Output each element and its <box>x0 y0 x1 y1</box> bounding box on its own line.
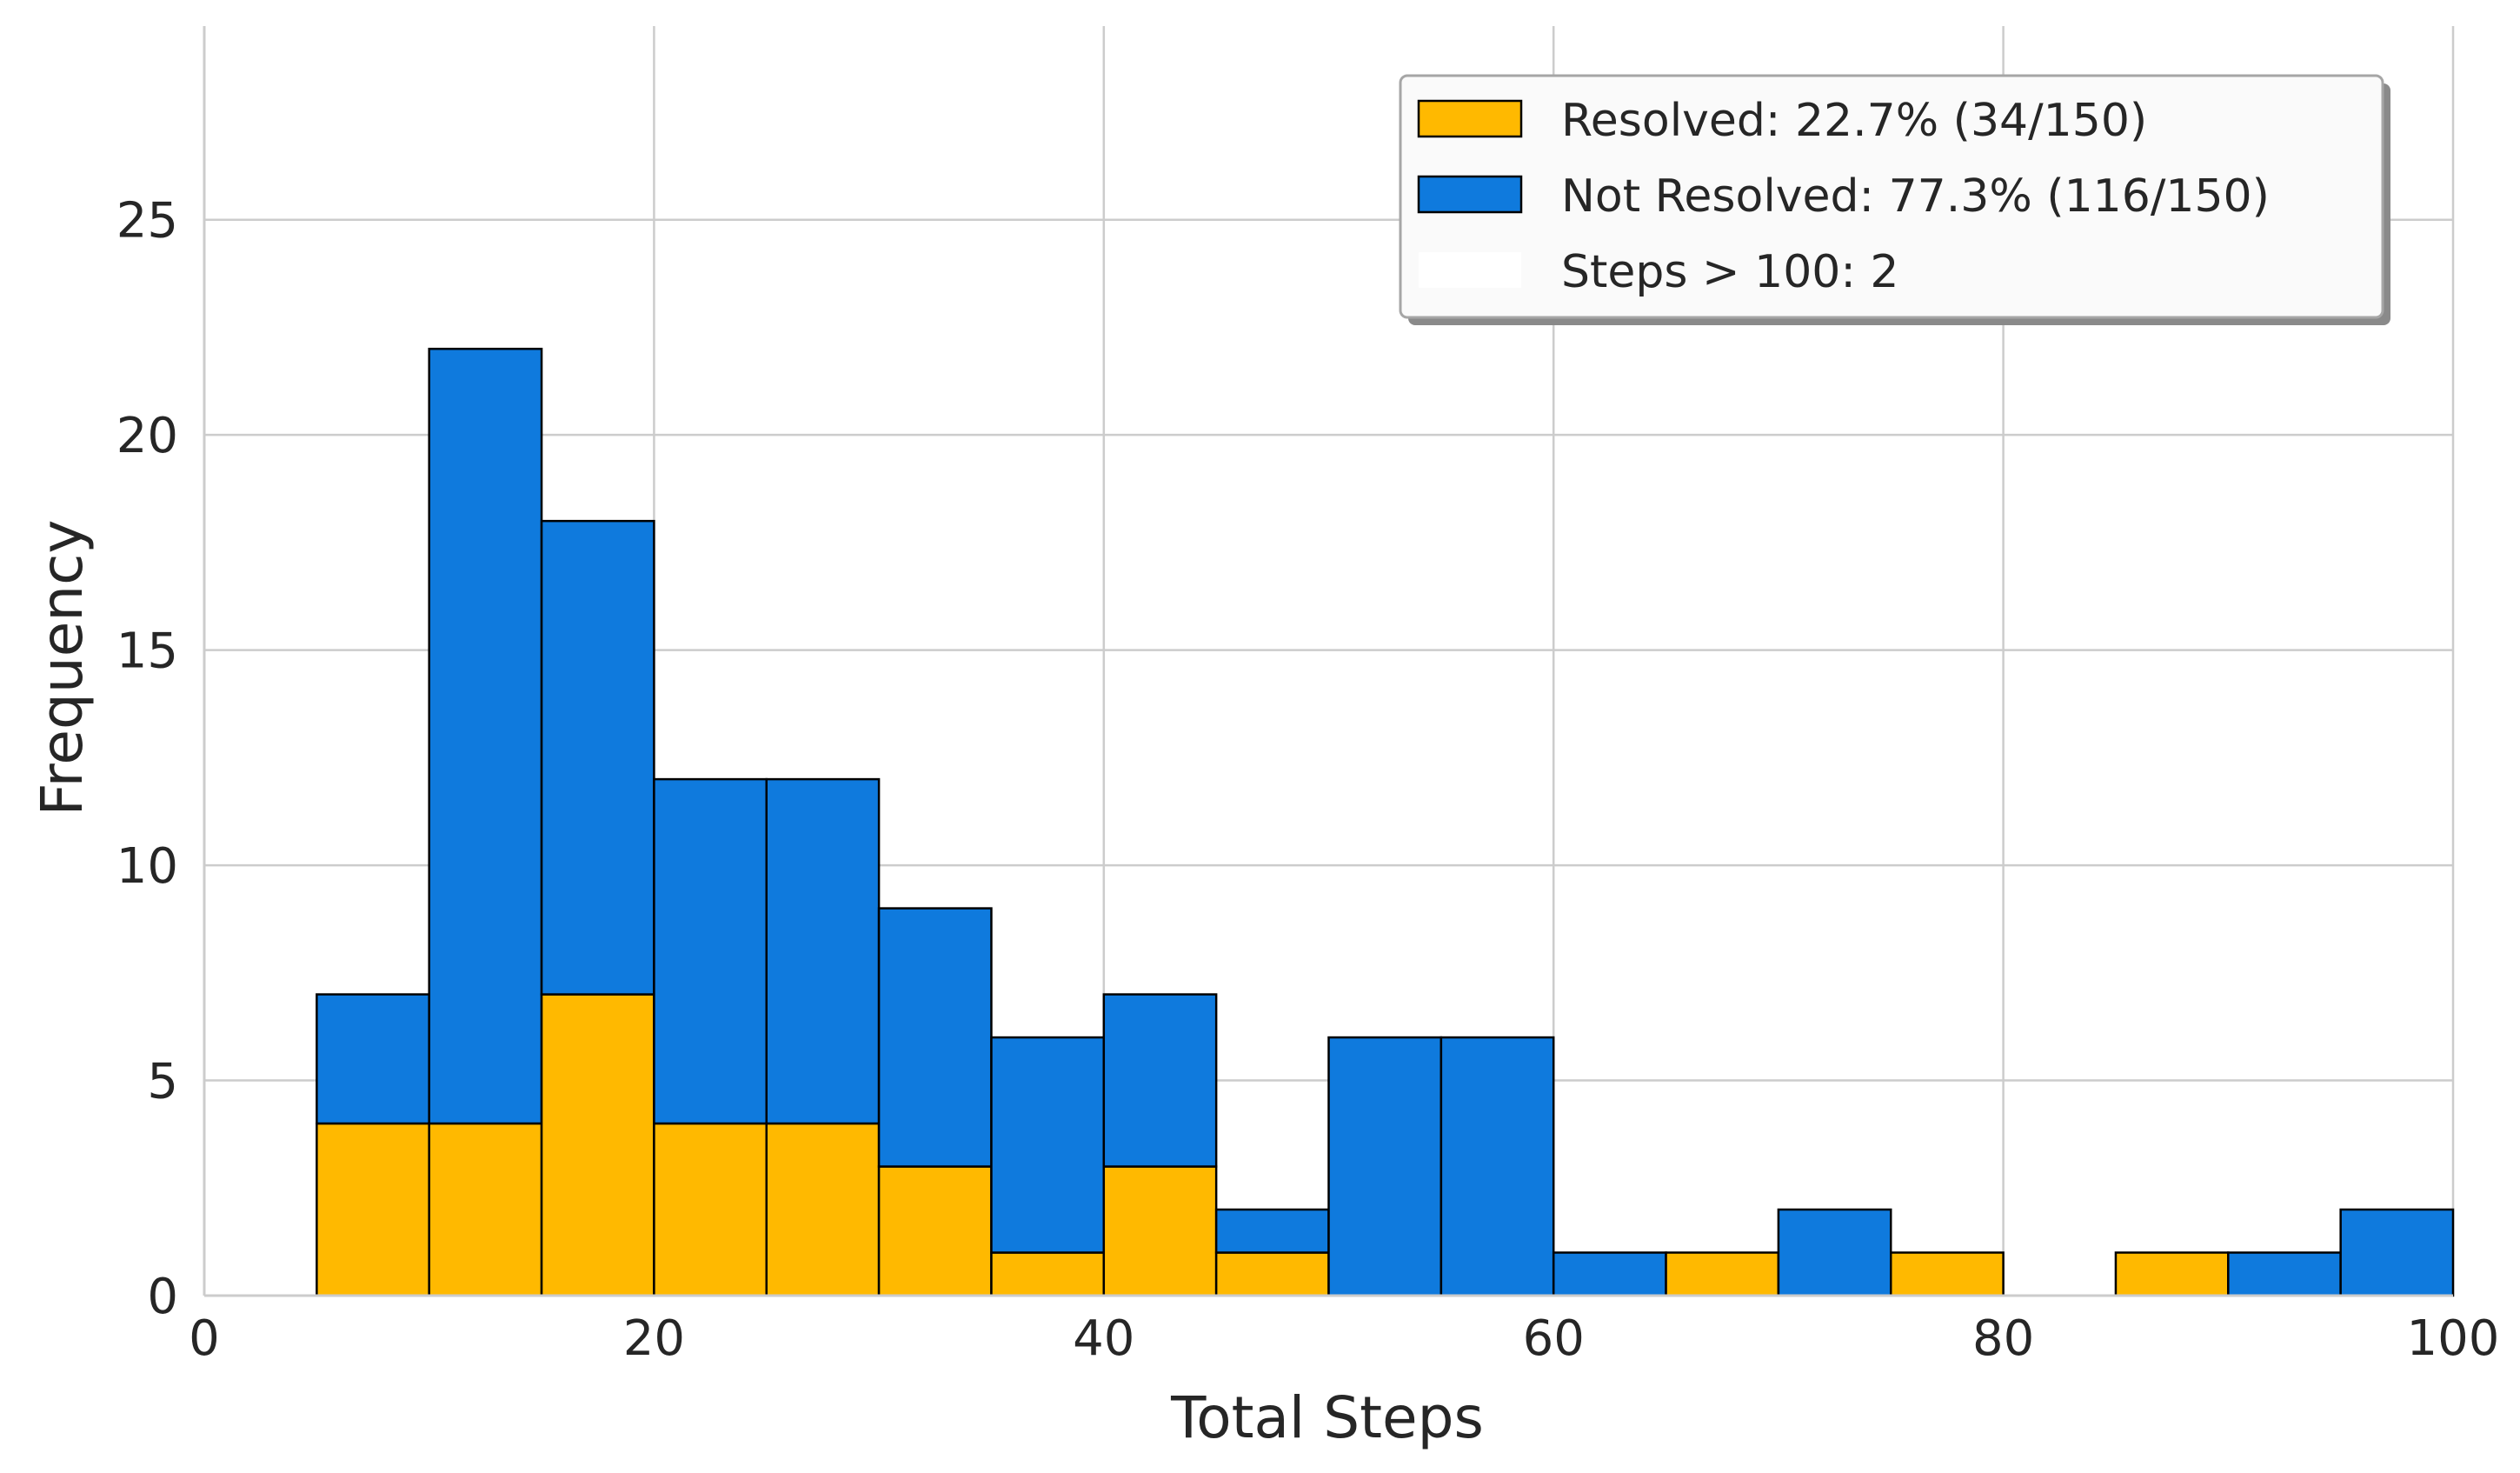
bar-not-resolved <box>1552 1251 1667 1297</box>
bar-not-resolved <box>1327 1036 1443 1297</box>
bar-not-resolved <box>1102 993 1218 1168</box>
legend-swatch-resolved <box>1417 99 1523 138</box>
x-axis-title: Total Steps <box>1170 1384 1484 1451</box>
bar-resolved <box>428 1122 543 1297</box>
bar-not-resolved <box>1440 1036 1555 1297</box>
bar-not-resolved <box>877 907 993 1168</box>
legend-swatch-not-resolved <box>1417 175 1523 214</box>
y-tick-label: 0 <box>147 1269 178 1325</box>
legend-label-not-resolved: Not Resolved: 77.3% (116/150) <box>1561 170 2270 223</box>
bar-resolved <box>765 1122 881 1297</box>
tick-labels: 0 20 40 60 80 100 0 5 10 15 20 25 <box>116 193 2500 1367</box>
bar-resolved <box>1214 1251 1330 1297</box>
x-tick-label: 60 <box>1523 1310 1585 1367</box>
legend-swatch-steps-over-100 <box>1419 252 1521 288</box>
x-tick-label: 100 <box>2407 1310 2500 1367</box>
bar-not-resolved <box>2339 1208 2455 1297</box>
bar-resolved <box>2114 1251 2230 1297</box>
legend-box <box>1399 74 2384 319</box>
bar-not-resolved <box>1777 1208 1892 1297</box>
y-axis-title: Frequency <box>29 520 96 816</box>
x-tick-label: 20 <box>623 1310 685 1367</box>
bar-resolved <box>1890 1251 2005 1297</box>
bar-not-resolved <box>540 519 655 996</box>
bar-resolved <box>990 1251 1106 1297</box>
bar-resolved <box>540 993 655 1297</box>
y-tick-label: 10 <box>116 838 178 895</box>
bar-resolved <box>1102 1165 1218 1297</box>
bar-resolved <box>316 1122 430 1297</box>
legend-label-resolved: Resolved: 22.7% (34/150) <box>1561 95 2147 147</box>
bar-not-resolved <box>653 777 768 1125</box>
bar-not-resolved <box>1214 1208 1330 1254</box>
bar-not-resolved <box>2227 1251 2342 1297</box>
bars <box>316 347 2455 1297</box>
bar-resolved <box>877 1165 993 1297</box>
y-tick-label: 5 <box>147 1054 178 1110</box>
bar-not-resolved <box>316 993 430 1125</box>
bar-not-resolved <box>990 1036 1106 1254</box>
y-tick-label: 25 <box>116 193 178 250</box>
y-tick-label: 20 <box>116 408 178 464</box>
bar-resolved <box>653 1122 768 1297</box>
x-tick-label: 40 <box>1073 1310 1134 1367</box>
legend: Resolved: 22.7% (34/150) Not Resolved: 7… <box>1399 74 2390 325</box>
y-tick-label: 15 <box>116 623 178 680</box>
bar-not-resolved <box>428 347 543 1125</box>
bar-not-resolved <box>765 777 881 1125</box>
legend-label-steps-over-100: Steps > 100: 2 <box>1561 246 1899 298</box>
x-tick-label: 80 <box>1972 1310 2034 1367</box>
bar-resolved <box>1665 1251 1780 1297</box>
axes <box>203 26 2453 1297</box>
x-tick-label: 0 <box>189 1310 220 1367</box>
